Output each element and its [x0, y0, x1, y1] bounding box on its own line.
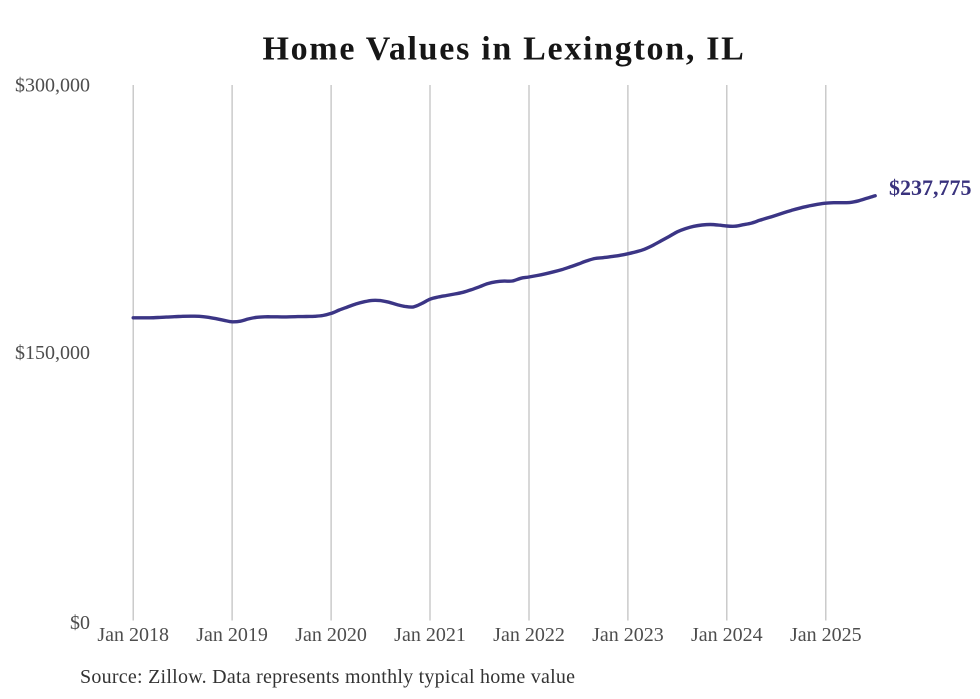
svg-text:Home Values in Lexington, IL: Home Values in Lexington, IL	[262, 31, 745, 68]
svg-text:Source: Zillow. Data represent: Source: Zillow. Data represents monthly …	[80, 666, 575, 688]
svg-text:$0: $0	[70, 612, 90, 634]
svg-text:Jan 2020: Jan 2020	[295, 624, 367, 646]
svg-text:Jan 2019: Jan 2019	[196, 624, 268, 646]
svg-text:Jan 2022: Jan 2022	[493, 624, 565, 646]
svg-text:Jan 2023: Jan 2023	[592, 624, 664, 646]
svg-text:Jan 2021: Jan 2021	[394, 624, 466, 646]
svg-text:$150,000: $150,000	[15, 342, 90, 364]
svg-text:$237,775: $237,775	[889, 175, 972, 200]
svg-text:Jan 2024: Jan 2024	[691, 624, 763, 646]
svg-text:Jan 2018: Jan 2018	[97, 624, 169, 646]
svg-text:$300,000: $300,000	[15, 75, 90, 97]
svg-text:Jan 2025: Jan 2025	[790, 624, 862, 646]
